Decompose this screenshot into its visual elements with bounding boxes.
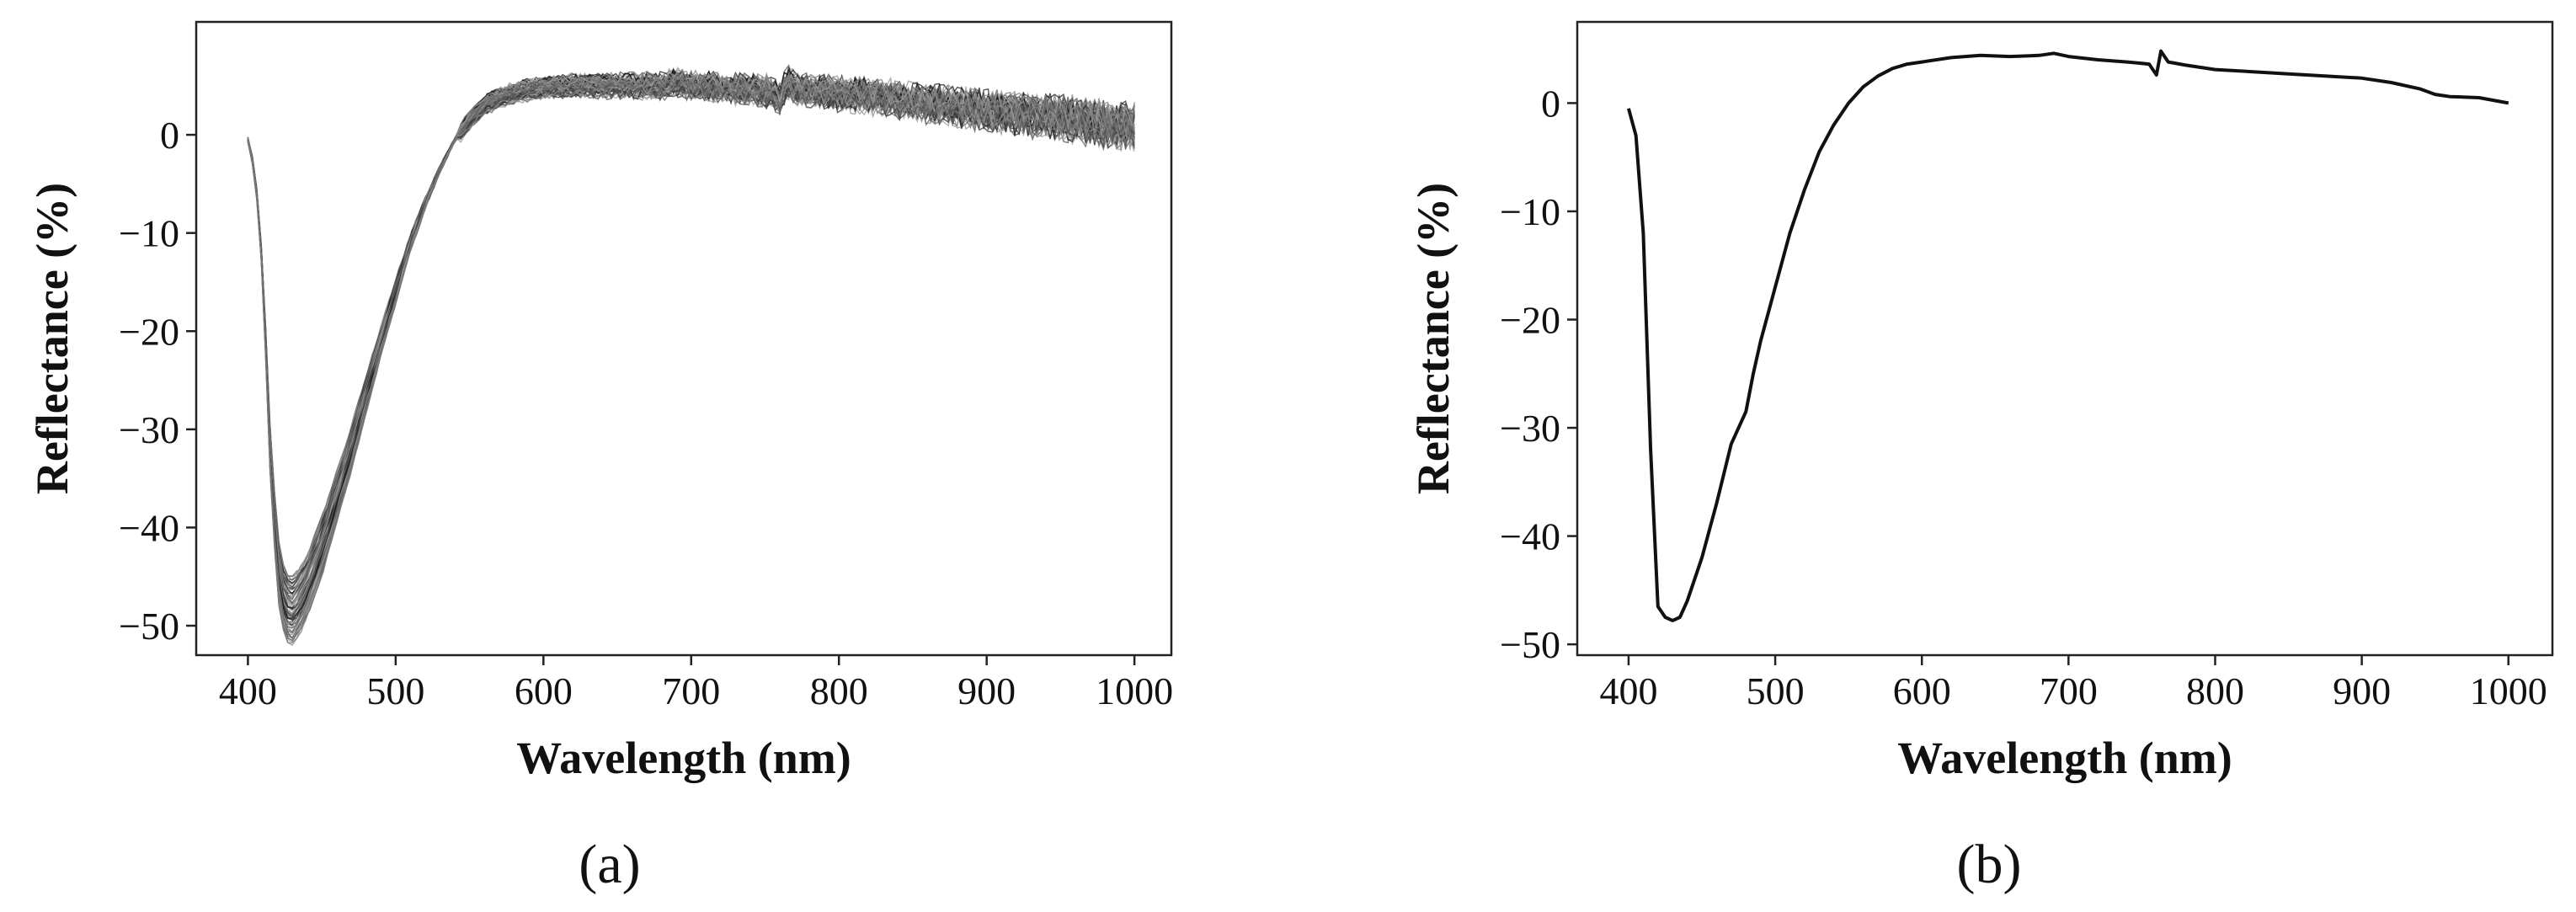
chart-b-series-line <box>1626 49 2509 622</box>
chart-b-y-tick-label: 0 <box>1541 82 1560 125</box>
chart-a-series-group <box>247 64 1135 647</box>
chart-a-x-tick-label: 1000 <box>1096 669 1173 712</box>
chart-b-series-group <box>1626 49 2509 622</box>
chart-a-series-line <box>247 72 1135 639</box>
chart-b-x-axis-title: Wavelength (nm) <box>1897 733 2232 783</box>
chart-b-y-tick-label: −20 <box>1500 299 1560 342</box>
chart-a-y-tick-label: −50 <box>119 605 179 648</box>
chart-b-x-tick-label: 600 <box>1893 669 1951 712</box>
chart-a-x-tick-label: 700 <box>662 669 720 712</box>
chart-a: 400 500 600 700 800 900 1000 0−10−20−30−40−50 … <box>27 20 1173 895</box>
chart-b-x-tick-label: 1000 <box>2470 669 2547 712</box>
chart-a-y-tick-label: −10 <box>119 212 179 255</box>
chart-b-y-axis: 0 −10 −20 −30 −40 −50 <box>1500 82 1577 666</box>
chart-b-x-tick-label: 400 <box>1599 669 1657 712</box>
chart-b-x-tick-label: 500 <box>1747 669 1805 712</box>
chart-a-series-line <box>247 80 1135 639</box>
chart-b-x-tick-label: 800 <box>2186 669 2244 712</box>
chart-b-y-axis-title: Reflectance (%) <box>1408 183 1459 494</box>
chart-a-y-tick-label: −30 <box>119 408 179 451</box>
chart-a-x-axis-title: Wavelength (nm) <box>516 733 851 783</box>
chart-b-x-tick-label: 700 <box>2040 669 2098 712</box>
chart-a-y-axis: 0 −10 −20 −30 −40 −50 <box>119 114 196 648</box>
chart-b-panel-label: (b) <box>1957 834 2022 895</box>
chart-a-x-tick-label: 600 <box>515 669 573 712</box>
chart-a-panel-label: (a) <box>579 834 640 895</box>
chart-a-series-line <box>247 68 1135 600</box>
chart-a-x-tick-label: 900 <box>957 669 1016 712</box>
chart-b: 400 500 600 700 800 900 1000 0−10−20−30−40−50 … <box>1408 20 2554 895</box>
chart-a-plot-frame <box>195 20 1173 657</box>
chart-b-x-tick-label: 900 <box>2333 669 2391 712</box>
chart-a-y-tick-label: −40 <box>119 506 179 549</box>
chart-a-series-line <box>247 72 1135 644</box>
chart-b-y-tick-label: −40 <box>1500 515 1560 558</box>
chart-a-y-tick-label: −20 <box>119 310 179 353</box>
chart-b-y-tick-label: −30 <box>1500 407 1560 450</box>
chart-a-x-axis: 400 500 600 700 800 900 1000 <box>219 655 1173 712</box>
chart-b-plot-frame <box>1576 20 2554 657</box>
chart-a-series-line <box>247 84 1135 636</box>
chart-a-y-tick-label: 0 <box>160 114 179 157</box>
chart-a-series-line <box>247 85 1135 642</box>
chart-b-y-tick-label: −50 <box>1500 623 1560 666</box>
chart-a-x-tick-label: 800 <box>810 669 868 712</box>
chart-a-series-line <box>247 64 1135 581</box>
chart-a-x-tick-label: 500 <box>366 669 424 712</box>
chart-a-y-axis-title: Reflectance (%) <box>27 183 77 494</box>
chart-a-series-line <box>247 81 1135 641</box>
chart-b-y-tick-label: −10 <box>1500 190 1560 233</box>
chart-b-x-axis: 400 500 600 700 800 900 1000 <box>1599 655 2547 712</box>
chart-a-x-tick-label: 400 <box>219 669 277 712</box>
